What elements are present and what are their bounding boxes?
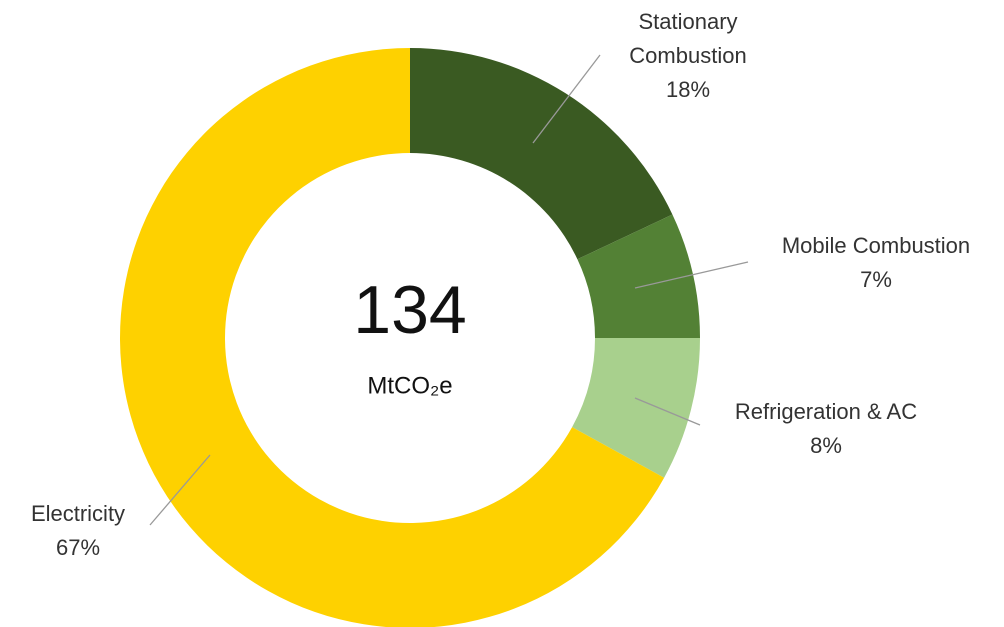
value-label: 7%	[860, 267, 892, 292]
value-label: 8%	[810, 433, 842, 458]
value-label: 18%	[665, 77, 711, 102]
leader-line	[634, 397, 701, 426]
category-label: Electricity	[30, 501, 126, 526]
center-label: MtCO₂e	[367, 372, 452, 399]
leader-line	[149, 454, 211, 526]
category-label: Stationary Combustion	[629, 9, 747, 68]
leader-line	[532, 54, 601, 144]
slice-label: Electricity 67%	[8, 497, 148, 565]
leader-line	[634, 261, 749, 289]
slices	[120, 48, 700, 627]
category-label: Refrigeration & AC	[734, 399, 918, 424]
center-value: 134	[353, 272, 466, 348]
value-label: 67%	[55, 535, 101, 560]
donut-slice	[120, 48, 665, 627]
slice-label: Stationary Combustion 18%	[598, 5, 778, 107]
donut-slice	[410, 48, 673, 260]
slice-label: Refrigeration & AC 8%	[696, 395, 956, 463]
slice-label: Mobile Combustion 7%	[746, 229, 1004, 297]
donut-slice	[577, 214, 700, 338]
category-label: Mobile Combustion	[781, 233, 971, 258]
donut-slice	[572, 338, 700, 478]
